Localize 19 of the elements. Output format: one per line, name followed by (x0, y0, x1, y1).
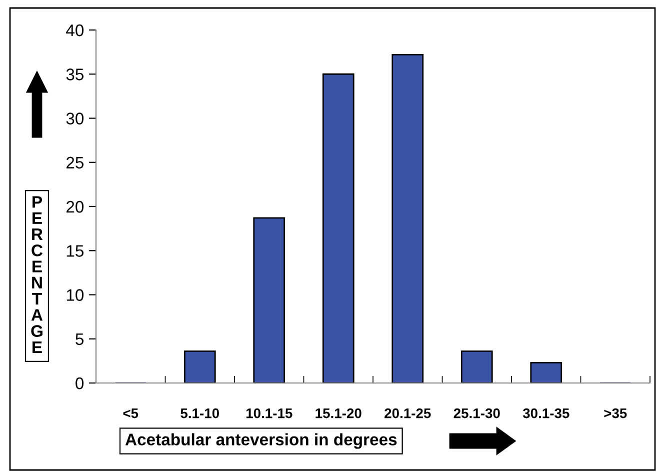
y-tick-label: 40 (66, 24, 84, 36)
x-tick-label: 15.1-20 (316, 408, 362, 418)
x-tick-label: 10.1-15 (246, 408, 292, 418)
x-tick-label: 25.1-30 (454, 408, 500, 418)
y-tick-label: 10 (66, 289, 84, 301)
x-tick-label: >35 (604, 408, 627, 418)
x-tick-label: 5.1-10 (180, 408, 219, 418)
y-tick-label: 5 (76, 333, 84, 346)
text: PERCENTAGE (31, 196, 43, 353)
x-tick-label: <5 (123, 408, 138, 418)
x-tick-label: 30.1-35 (522, 408, 570, 418)
y-tick-label: 30 (66, 112, 84, 124)
y-tick-label: 35 (66, 68, 84, 80)
y-tick-label: 0 (76, 377, 84, 390)
y-tick-label: 15 (66, 245, 84, 257)
y-tick-label: 25 (66, 156, 84, 169)
x-tick-label: 20.1-25 (384, 408, 431, 418)
y-tick-label: 20 (66, 200, 84, 213)
x-axis-title: Acetabular anteversion in degrees (125, 433, 397, 449)
